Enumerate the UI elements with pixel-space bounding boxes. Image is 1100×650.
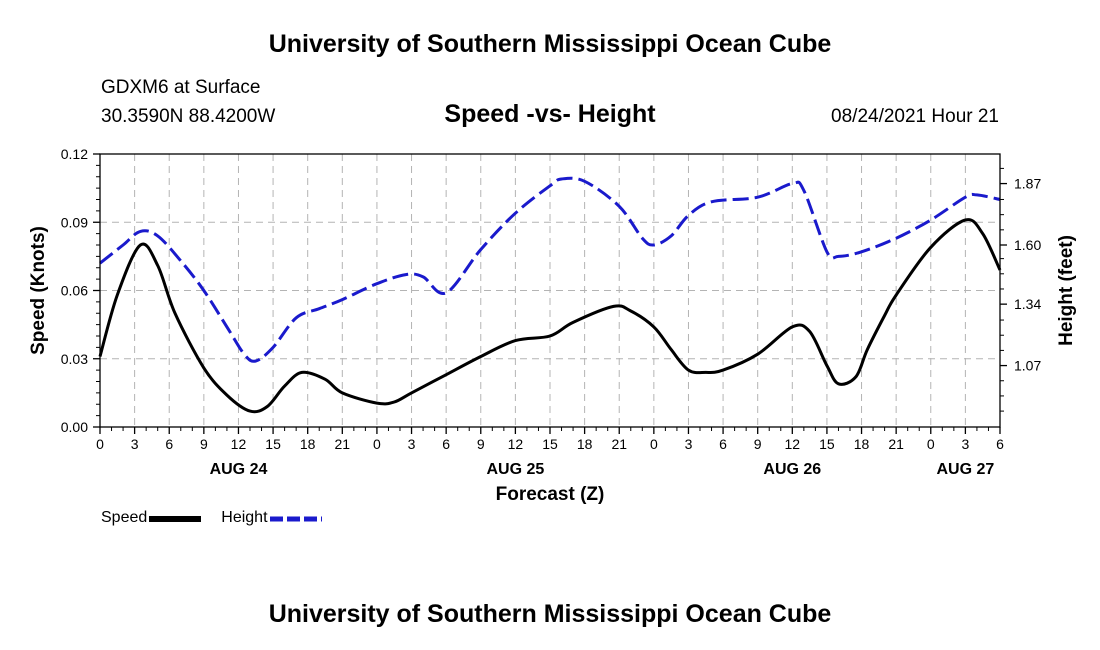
x-tick-label: 18 xyxy=(577,436,593,452)
x-axis-label: Forecast (Z) xyxy=(496,484,605,505)
day-label: AUG 27 xyxy=(936,461,994,478)
x-tick-label: 15 xyxy=(819,436,835,452)
x-tick-label: 18 xyxy=(854,436,870,452)
x-tick-label: 12 xyxy=(231,436,247,452)
x-tick-label: 21 xyxy=(611,436,627,452)
legend-height-swatch xyxy=(269,516,322,522)
x-tick-label: 15 xyxy=(265,436,281,452)
x-tick-label: 15 xyxy=(542,436,558,452)
forecast-datestamp: 08/24/2021 Hour 21 xyxy=(831,106,999,127)
x-tick-label: 3 xyxy=(685,436,693,452)
chart-title: Speed -vs- Height xyxy=(444,100,656,128)
x-tick-label: 3 xyxy=(961,436,969,452)
x-tick-label: 0 xyxy=(650,436,658,452)
x-tick-label: 21 xyxy=(888,436,904,452)
legend-speed-label: Speed xyxy=(101,509,148,526)
legend: Speed Height xyxy=(101,509,324,527)
legend-height-label: Height xyxy=(221,509,268,526)
series-layer xyxy=(98,176,1002,414)
x-tick-label: 0 xyxy=(927,436,935,452)
y-tick-label: 0.09 xyxy=(61,214,88,230)
x-tick-label: 9 xyxy=(754,436,762,452)
day-label: AUG 24 xyxy=(210,461,268,478)
x-tick-label: 6 xyxy=(996,436,1004,452)
y-tick-label: 0.03 xyxy=(61,351,88,367)
x-tick-label: 9 xyxy=(200,436,208,452)
station-coordinates: 30.3590N 88.4200W xyxy=(101,106,276,127)
y2-axis-label: Height (feet) xyxy=(1056,235,1077,346)
x-tick-label: 18 xyxy=(300,436,316,452)
y-tick-label: 0.12 xyxy=(61,146,88,162)
x-tick-label: 6 xyxy=(165,436,173,452)
y2-tick-label: 1.87 xyxy=(1014,176,1041,192)
x-tick-label: 0 xyxy=(96,436,104,452)
x-tick-label: 3 xyxy=(408,436,416,452)
day-label: AUG 26 xyxy=(763,461,821,478)
station-name: GDXM6 at Surface xyxy=(101,77,261,98)
x-tick-label: 6 xyxy=(719,436,727,452)
y-axis-label: Speed (Knots) xyxy=(28,226,49,355)
y-tick-label: 0.06 xyxy=(61,283,88,299)
y2-tick-label: 1.60 xyxy=(1014,237,1041,253)
tick-layer: 0 3 6 9 12 15 18 21 0 3 6 9 12 15 18 21 0 3 6 9 12 15 18 21 0 3 6 0… xyxy=(61,146,1042,478)
page-footer-title: University of Southern Mississippi Ocean… xyxy=(268,600,832,628)
x-tick-label: 12 xyxy=(785,436,801,452)
x-tick-label: 0 xyxy=(373,436,381,452)
y2-tick-label: 1.34 xyxy=(1014,296,1041,312)
height-series-line xyxy=(99,176,1001,363)
speed-series-line xyxy=(98,218,1002,414)
legend-speed-swatch xyxy=(149,516,202,522)
grid-layer xyxy=(100,154,1000,427)
day-label: AUG 25 xyxy=(486,461,544,478)
x-tick-label: 12 xyxy=(508,436,524,452)
x-tick-label: 3 xyxy=(131,436,139,452)
x-tick-label: 21 xyxy=(335,436,351,452)
y2-tick-label: 1.07 xyxy=(1014,358,1041,374)
x-tick-label: 6 xyxy=(442,436,450,452)
y-tick-label: 0.00 xyxy=(61,419,88,435)
page-title: University of Southern Mississippi Ocean… xyxy=(268,30,832,58)
x-tick-label: 9 xyxy=(477,436,485,452)
